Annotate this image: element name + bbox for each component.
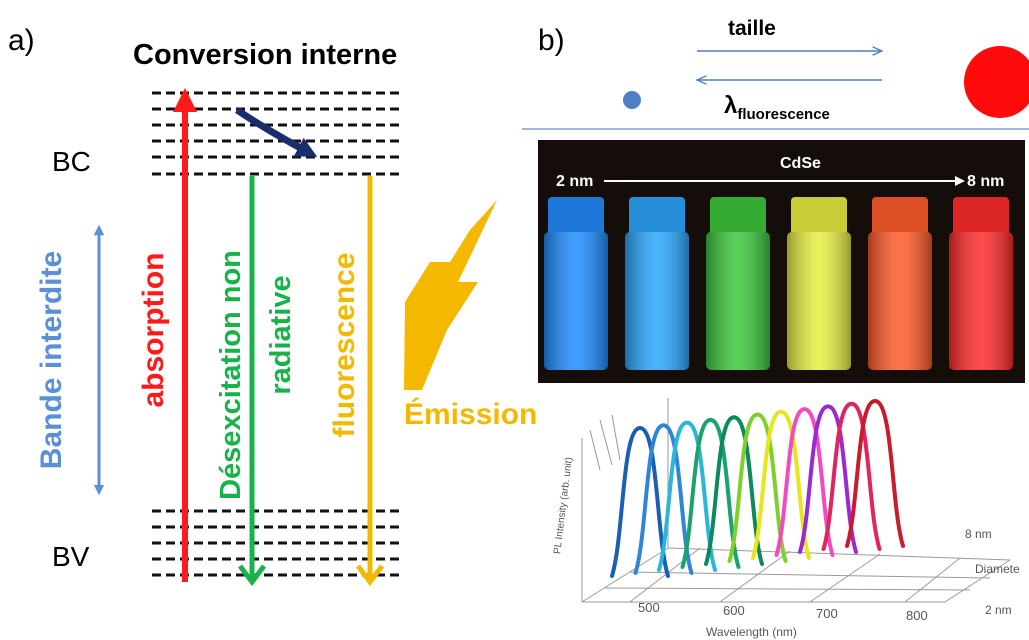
depth-tick-8nm: 8 nm bbox=[965, 527, 992, 541]
fluorescence-arrow bbox=[356, 176, 384, 587]
nonradiative-label-line1: Désexcitation non bbox=[215, 250, 247, 500]
spectrum-curve bbox=[704, 415, 764, 566]
x-tick-500: 500 bbox=[638, 600, 660, 615]
pl-spectra-plot: 500 600 700 800 Wavelength (nm) PL Inten… bbox=[552, 398, 1020, 639]
x-tick-600: 600 bbox=[723, 603, 745, 618]
spectrum-curve bbox=[633, 423, 694, 575]
spectrum-curve bbox=[798, 404, 858, 554]
vial bbox=[949, 197, 1013, 370]
x-tick-800: 800 bbox=[906, 608, 928, 623]
size-label: taille bbox=[728, 17, 776, 40]
panel-a-label: a) bbox=[8, 24, 35, 57]
panel-b-label: b) bbox=[538, 24, 565, 57]
bv-label: BV bbox=[52, 541, 90, 572]
bc-label: BC bbox=[52, 146, 91, 177]
vial bbox=[544, 197, 608, 370]
emission-label: Émission bbox=[404, 397, 537, 431]
spectrum-curve bbox=[845, 398, 905, 548]
internal-conversion-title: Conversion interne bbox=[133, 39, 397, 71]
y-axis-label: PL Intensity (arb. unit) bbox=[552, 457, 575, 555]
min-size-label: 2 nm bbox=[556, 173, 593, 190]
material-label: CdSe bbox=[780, 155, 821, 172]
large-particle-icon bbox=[964, 46, 1029, 118]
spectrum-curve bbox=[657, 420, 717, 572]
spectrum-curve bbox=[610, 425, 670, 578]
vial-group bbox=[544, 197, 1013, 370]
depth-axis-label: Diamete bbox=[975, 562, 1020, 576]
spectrum-curve bbox=[821, 401, 882, 551]
nonradiative-label-line2: radiative bbox=[265, 275, 297, 394]
internal-conversion-arrow bbox=[235, 107, 318, 157]
absorption-label: absorption bbox=[137, 253, 170, 408]
bandgap-label: Bande interdite bbox=[35, 251, 68, 469]
x-axis-label: Wavelength (nm) bbox=[706, 625, 797, 639]
vial bbox=[868, 197, 932, 370]
lambda-label: λfluorescence bbox=[724, 92, 830, 123]
cdse-vials-photo: 2 nm CdSe 8 nm bbox=[538, 140, 1025, 383]
max-size-label: 8 nm bbox=[967, 173, 1004, 190]
x-tick-700: 700 bbox=[816, 606, 838, 621]
depth-tick-2nm: 2 nm bbox=[985, 603, 1012, 617]
spectrum-curve bbox=[751, 409, 811, 560]
nonradiative-arrow bbox=[238, 176, 266, 587]
valence-band-levels bbox=[152, 509, 402, 577]
size-scale-arrowhead bbox=[955, 176, 965, 186]
panel-b: b) taille λfluorescence 2 nm CdSe 8 nm bbox=[522, 17, 1029, 639]
spectrum-curve bbox=[774, 407, 835, 557]
spectrum-curve bbox=[727, 412, 788, 563]
spectra-curves bbox=[610, 398, 905, 578]
small-particle-icon bbox=[623, 91, 641, 109]
vial bbox=[706, 197, 770, 370]
panel-a: a) Conversion interne BC BV Bande interd… bbox=[8, 24, 537, 587]
vial bbox=[625, 197, 689, 370]
vial bbox=[787, 197, 851, 370]
lightning-bolt-icon bbox=[404, 200, 497, 390]
spectrum-curve bbox=[680, 417, 741, 569]
fluorescence-label: fluorescence bbox=[328, 252, 361, 437]
